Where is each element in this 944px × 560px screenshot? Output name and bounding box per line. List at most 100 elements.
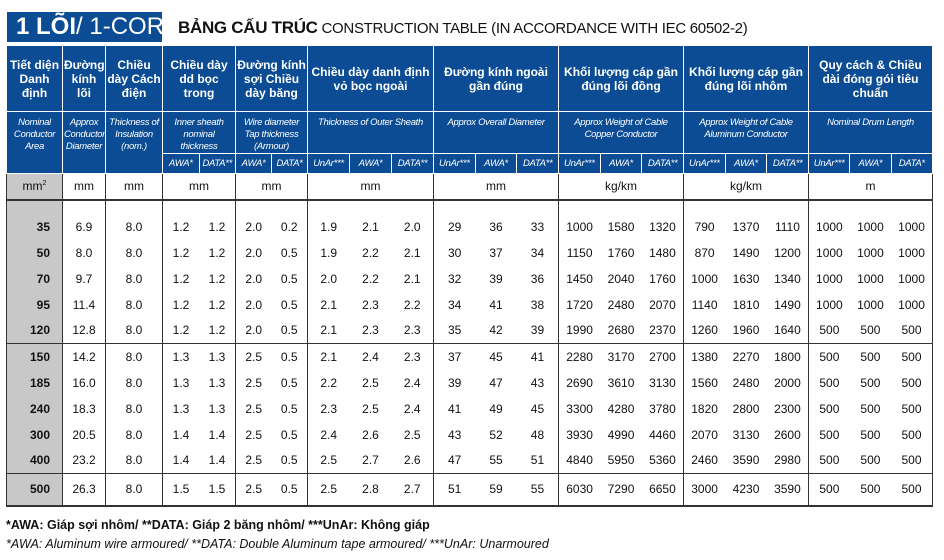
cell: 8.0 xyxy=(105,343,163,370)
header-en: Approx Overall Diameter xyxy=(433,111,559,154)
unit-cell: mm xyxy=(105,173,163,201)
cell: 0.5 xyxy=(280,271,298,286)
cell: 1.2 xyxy=(208,245,226,260)
cell: 2.3 xyxy=(403,323,421,338)
cell: 1320 xyxy=(649,220,676,234)
cell: 2460 xyxy=(683,447,726,474)
cell: 2.7 xyxy=(391,473,434,507)
cell: 8.0 xyxy=(105,317,163,344)
cell: 48 xyxy=(530,427,545,442)
header-sub: UnAr*** xyxy=(807,153,851,174)
cell: 1.9 xyxy=(307,199,350,240)
cell: 1.2 xyxy=(208,220,226,234)
cell: 1.4 xyxy=(208,453,226,468)
cell: 2300 xyxy=(774,401,801,416)
header-en: Inner sheath nominal thickness xyxy=(162,111,236,154)
cell: 37 xyxy=(433,343,476,370)
cell: 12.8 xyxy=(62,317,106,344)
cell: 0.5 xyxy=(280,297,298,312)
header-vi: Khối lượng cáp gần đúng lõi nhôm xyxy=(683,45,809,112)
cell: 1.4 xyxy=(162,421,199,448)
cell: 4230 xyxy=(725,473,767,507)
cell: 2270 xyxy=(725,343,767,370)
row-area: 120 xyxy=(6,317,63,344)
header-vi: Đường kính ngoài gần đúng xyxy=(433,45,559,112)
cell: 2.5 xyxy=(235,421,272,448)
cell: 2.5 xyxy=(362,375,379,390)
cell: 1.3 xyxy=(208,375,226,390)
cell: 2.1 xyxy=(362,220,379,234)
header-sub: DATA** xyxy=(641,153,684,174)
cell: 1.9 xyxy=(307,239,350,266)
table-row: 120 12.8 8.0 1.2 1.2 2.0 0.5 2.1 2.3 2.3 35 42 39 199… xyxy=(6,317,933,344)
cell: 0.5 xyxy=(271,343,308,370)
header-vi: Tiết diện Danh định xyxy=(6,45,63,112)
cell: 3590 xyxy=(732,453,760,468)
cell: 1000 xyxy=(891,291,933,318)
cell: 1.4 xyxy=(208,427,226,442)
cell: 39 xyxy=(433,369,476,396)
cell: 45 xyxy=(530,401,545,416)
unit-cell: kg/km xyxy=(683,173,809,201)
cell: 3930 xyxy=(558,421,601,448)
unit-cell: m xyxy=(807,173,933,201)
cell: 500 xyxy=(807,473,850,507)
header-vi: Chiều dày danh định vỏ bọc ngoài xyxy=(307,45,435,112)
cell: 4280 xyxy=(607,401,635,416)
header-sub: DATA** xyxy=(391,153,435,174)
cell: 2.1 xyxy=(403,271,421,286)
cell: 23.2 xyxy=(62,447,106,474)
cell: 2480 xyxy=(732,375,760,390)
cell: 1800 xyxy=(766,343,809,370)
cell: 2.2 xyxy=(307,369,350,396)
cell: 2.2 xyxy=(362,271,379,286)
header-sub: DATA* xyxy=(890,153,933,174)
cell: 500 xyxy=(807,343,850,370)
cell: 500 xyxy=(807,369,850,396)
cell: 500 xyxy=(860,427,881,442)
cell: 1.3 xyxy=(162,395,199,422)
footnotes: *AWA: Giáp sợi nhôm/ **DATA: Giáp 2 băng… xyxy=(6,516,549,554)
cell: 500 xyxy=(807,447,850,474)
cell: 8.0 xyxy=(105,265,163,292)
cell: 8.0 xyxy=(105,421,163,448)
header-sub: AWA* xyxy=(474,153,518,174)
row-area: 95 xyxy=(6,291,63,318)
header-en: Thickness of Outer Sheath xyxy=(307,111,435,154)
cell: 2.6 xyxy=(362,427,379,442)
cell: 2.3 xyxy=(307,395,350,422)
table-row: 400 23.2 8.0 1.4 1.4 2.5 0.5 2.5 2.7 2.6 47 55 51 484… xyxy=(6,447,933,474)
cell: 1990 xyxy=(558,317,601,344)
cell: 500 xyxy=(849,343,892,370)
cell: 500 xyxy=(860,401,881,416)
cell: 2.5 xyxy=(403,427,421,442)
header-en: Wire diameter Tap thickness (Armour) xyxy=(234,111,309,154)
cell: 1.2 xyxy=(162,317,199,344)
cell: 1.2 xyxy=(208,323,226,338)
cell: 1260 xyxy=(683,317,726,344)
cell: 2.3 xyxy=(362,297,379,312)
header-sub: DATA** xyxy=(516,153,559,174)
cell: 2.5 xyxy=(362,401,379,416)
table-row: 35 6.9 8.0 1.2 1.2 2.0 0.2 1.9 2.1 2.0 29 36 33 1000 1… xyxy=(6,199,933,240)
cell: 8.0 xyxy=(62,239,106,266)
cell: 500 xyxy=(891,447,933,474)
cell: 1000 xyxy=(807,265,850,292)
cell: 1.3 xyxy=(162,343,199,370)
cell: 32 xyxy=(433,265,476,292)
cell: 2.5 xyxy=(235,395,272,422)
cell: 41 xyxy=(516,343,559,370)
header-sub: DATA* xyxy=(270,153,309,174)
header-sub: UnAr*** xyxy=(683,153,726,174)
cell: 47 xyxy=(489,375,503,390)
cell: 2480 xyxy=(607,297,635,312)
row-area: 70 xyxy=(6,265,63,292)
cell: 1110 xyxy=(774,220,800,234)
cell: 1.2 xyxy=(162,291,199,318)
cell: 1000 xyxy=(857,245,884,260)
cell: 3610 xyxy=(607,375,635,390)
cell: 2040 xyxy=(607,271,635,286)
cell: 7290 xyxy=(600,473,642,507)
cell: 1000 xyxy=(683,265,726,292)
cell: 30 xyxy=(433,239,476,266)
